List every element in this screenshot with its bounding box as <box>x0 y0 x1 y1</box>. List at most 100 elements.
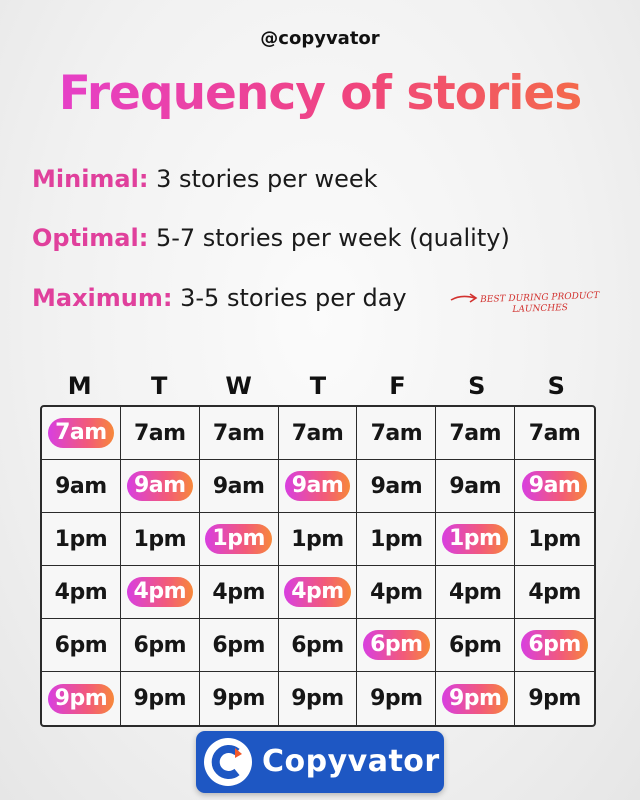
highlighted-time: 4pm <box>126 577 194 607</box>
highlighted-time: 6pm <box>521 630 588 660</box>
schedule-cell: 9pm <box>515 672 594 725</box>
highlighted-time: 1pm <box>441 524 509 554</box>
schedule-cell: 4pm <box>278 566 358 619</box>
rule-maximum: Maximum: 3-5 stories per day <box>32 284 407 312</box>
highlighted-time: 6pm <box>363 630 430 660</box>
schedule-cell: 6pm <box>199 619 279 672</box>
schedule-cell: 1pm <box>120 513 200 566</box>
time-label: 6pm <box>212 632 265 658</box>
brand-badge: Copyvator <box>196 731 444 793</box>
schedule-cell: 7am <box>436 407 516 460</box>
schedule-cell: 9am <box>120 460 200 513</box>
schedule-cell: 1pm <box>278 513 358 566</box>
schedule-cell: 9am <box>42 460 121 513</box>
page-title: Frequency of stories <box>0 58 640 130</box>
time-label: 6pm <box>448 632 502 658</box>
schedule-cell: 7am <box>199 407 279 460</box>
rule-text: 5-7 stories per week (quality) <box>155 224 510 252</box>
schedule-cell: 4pm <box>42 566 121 619</box>
schedule-cell: 7am <box>42 407 121 460</box>
rule-text: 3-5 stories per day <box>180 284 407 312</box>
schedule-cell: 1pm <box>42 513 121 566</box>
brand-name: Copyvator <box>262 744 440 779</box>
time-label: 1pm <box>291 526 344 552</box>
schedule-cell: 1pm <box>515 513 594 566</box>
time-label: 9am <box>55 473 107 499</box>
rule-label: Maximum: <box>32 284 173 312</box>
schedule-cell: 6pm <box>436 619 516 672</box>
time-label: 7am <box>449 420 501 446</box>
day-label: S <box>468 372 486 400</box>
arrow-icon <box>450 293 478 303</box>
schedule-cell: 6pm <box>357 619 437 672</box>
day-label: F <box>389 372 406 400</box>
schedule-cell: 9am <box>278 460 358 513</box>
schedule-cell: 9pm <box>42 672 121 725</box>
time-label: 7am <box>212 420 265 446</box>
time-label: 4pm <box>448 579 502 605</box>
time-label: 4pm <box>54 579 108 605</box>
highlighted-time: 9pm <box>47 683 115 714</box>
schedule-cell: 9pm <box>279 672 358 725</box>
schedule-cell: 9am <box>357 460 437 513</box>
rule-optimal: Optimal: 5-7 stories per week (quality) <box>32 224 510 252</box>
highlighted-time: 9am <box>284 471 351 501</box>
schedule-cell: 9am <box>436 460 516 513</box>
time-label: 7am <box>528 420 581 446</box>
time-label: 9am <box>370 473 423 499</box>
time-label: 1pm <box>370 526 423 552</box>
rule-label: Optimal: <box>32 224 149 252</box>
schedule-cell: 4pm <box>436 566 516 619</box>
time-label: 9pm <box>133 686 187 711</box>
highlighted-time: 9pm <box>441 683 509 714</box>
schedule-cell: 6pm <box>120 619 200 672</box>
day-label: T <box>150 372 168 400</box>
annotation-note: BEST DURING PRODUCT LAUNCHES <box>480 290 600 315</box>
time-label: 6pm <box>133 632 187 658</box>
schedule-cell: 9pm <box>121 672 200 725</box>
time-label: 9pm <box>528 686 581 711</box>
time-label: 6pm <box>291 632 344 658</box>
schedule-cell: 9am <box>515 460 594 513</box>
time-label: 9pm <box>370 686 423 711</box>
schedule-cell: 6pm <box>278 619 358 672</box>
time-label: 1pm <box>54 526 108 552</box>
schedule-cell: 1pm <box>436 513 516 566</box>
rule-label: Minimal: <box>32 165 149 193</box>
time-label: 4pm <box>370 579 423 605</box>
schedule-cell: 4pm <box>199 566 279 619</box>
highlighted-time: 1pm <box>205 524 272 554</box>
schedule-cell: 7am <box>278 407 358 460</box>
time-label: 9am <box>212 473 265 499</box>
time-label: 4pm <box>528 579 581 605</box>
copyvator-logo-icon <box>204 738 252 786</box>
schedule-cell: 1pm <box>357 513 437 566</box>
schedule-cell: 7am <box>357 407 437 460</box>
time-label: 7am <box>370 420 423 446</box>
schedule-cell: 6pm <box>42 619 121 672</box>
schedule-cell: 4pm <box>515 566 594 619</box>
day-label: T <box>309 372 327 400</box>
time-label: 9pm <box>291 686 344 711</box>
schedule-cell: 1pm <box>199 513 279 566</box>
day-label: S <box>547 372 565 400</box>
schedule-cell: 7am <box>515 407 594 460</box>
time-label: 7am <box>291 420 344 446</box>
rule-text: 3 stories per week <box>156 165 378 193</box>
schedule-cell: 7am <box>120 407 200 460</box>
highlighted-time: 9am <box>126 471 193 501</box>
rule-minimal: Minimal: 3 stories per week <box>32 165 378 193</box>
schedule-cell: 6pm <box>515 619 594 672</box>
schedule-cell: 9pm <box>357 672 437 725</box>
schedule-grid: 7am 7am 7am 7am 7am 7am 7am 9am 9am 9am 9am 9am 9am 9… <box>40 405 596 727</box>
highlighted-time: 4pm <box>284 577 351 607</box>
day-label: W <box>225 372 252 400</box>
schedule-cell: 9pm <box>436 672 516 725</box>
highlighted-time: 9am <box>521 471 588 501</box>
time-label: 7am <box>133 420 186 446</box>
time-label: 4pm <box>212 579 265 605</box>
time-label: 9pm <box>212 686 265 711</box>
schedule-cell: 9pm <box>200 672 279 725</box>
schedule-cell: 4pm <box>120 566 200 619</box>
